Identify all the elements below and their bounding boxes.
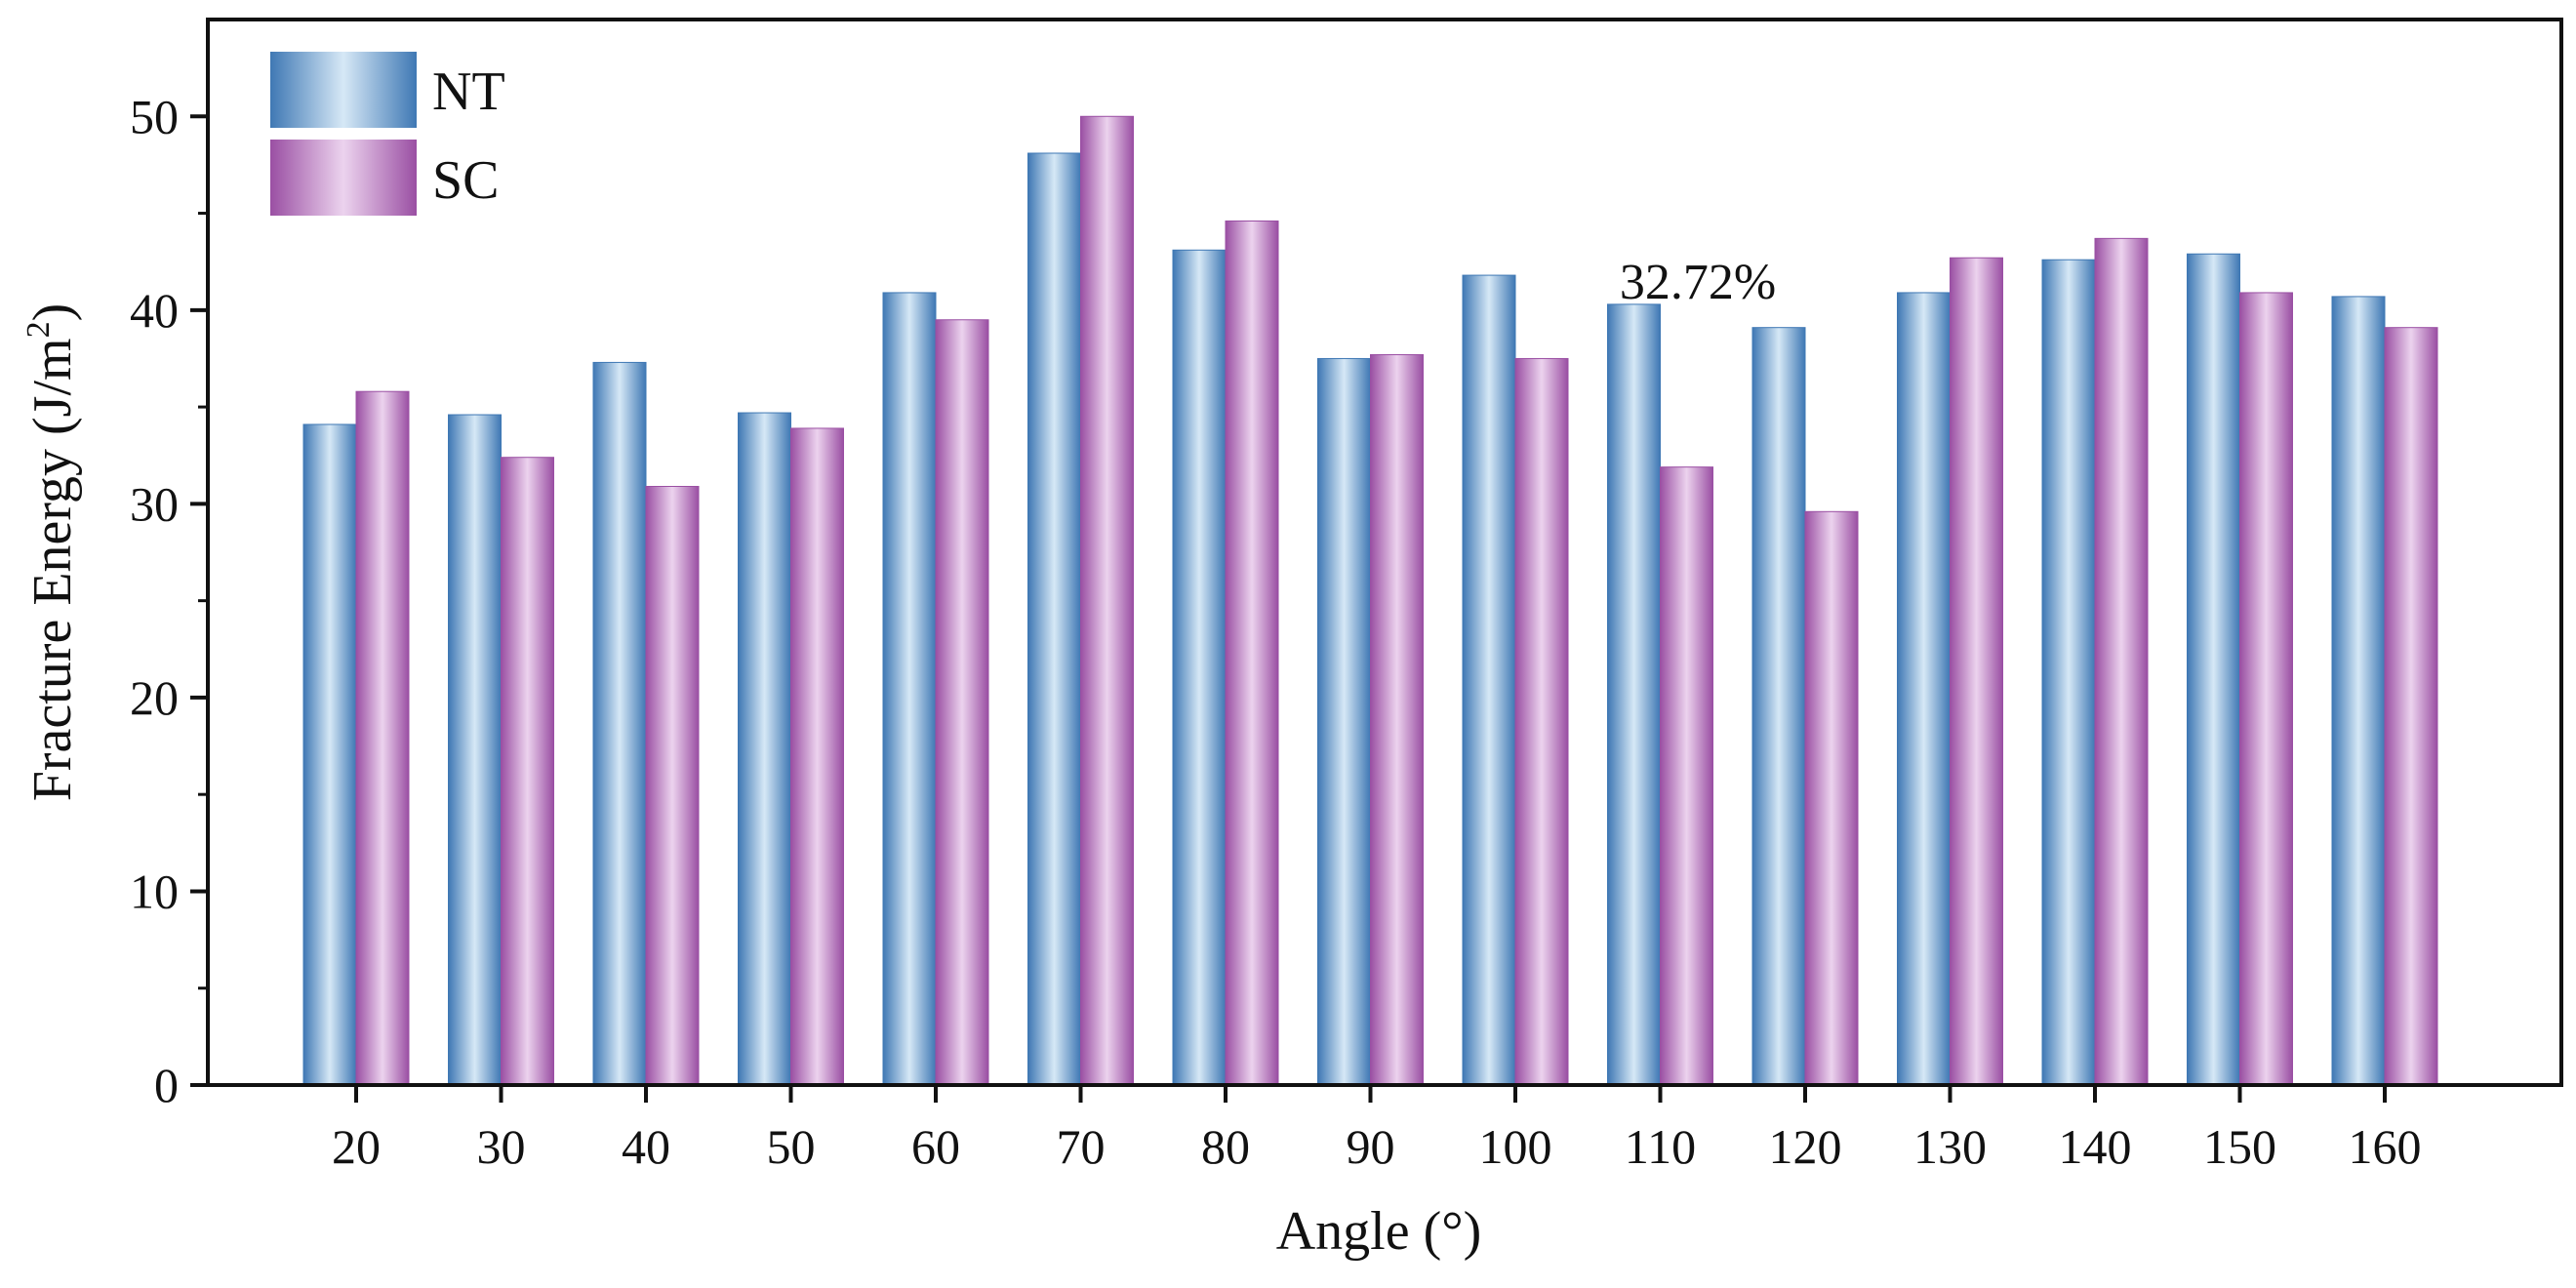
- bar-sc-70: [1080, 115, 1134, 1086]
- bar-sc-90: [1370, 353, 1424, 1086]
- y-axis-title-main: Fracture Energy (J/m: [22, 338, 83, 801]
- plot-frame: [206, 18, 2563, 1087]
- y-tick-label-0: 0: [154, 1058, 179, 1112]
- bar-nt-140: [2041, 259, 2096, 1086]
- bar-nt-90: [1317, 357, 1371, 1086]
- bar-nt-50: [738, 412, 791, 1086]
- x-tick-label-70: 70: [1057, 1119, 1106, 1174]
- x-tick-label-80: 80: [1201, 1119, 1250, 1174]
- y-axis-title-superscript: 2: [20, 321, 57, 338]
- bar-layer: [302, 115, 2438, 1086]
- bar-sc-60: [935, 319, 989, 1086]
- bar-nt-30: [448, 414, 502, 1086]
- y-axis-title-close: ): [22, 303, 83, 322]
- x-tick-label-90: 90: [1347, 1119, 1395, 1174]
- x-tick-label-160: 160: [2349, 1119, 2422, 1174]
- annotation-label: 32.72%: [1620, 255, 1776, 310]
- x-axis-title: Angle (°): [1276, 1201, 1482, 1262]
- x-tick-label-40: 40: [622, 1119, 670, 1174]
- bar-nt-70: [1027, 152, 1081, 1086]
- bar-sc-120: [1804, 510, 1859, 1086]
- x-tick-label-130: 130: [1913, 1119, 1987, 1174]
- bar-nt-80: [1172, 249, 1227, 1086]
- bar-nt-40: [592, 361, 647, 1086]
- legend-label-sc: SC: [432, 150, 500, 211]
- x-tick-label-50: 50: [767, 1119, 816, 1174]
- bar-sc-110: [1660, 466, 1713, 1086]
- x-tick-label-110: 110: [1625, 1119, 1696, 1174]
- y-tick-labels: 0 10 20 30 40 50: [130, 89, 179, 1112]
- x-tick-label-30: 30: [477, 1119, 526, 1174]
- y-tick-label-40: 40: [130, 283, 179, 338]
- bar-nt-20: [302, 423, 357, 1086]
- bar-sc-20: [355, 390, 410, 1086]
- bar-sc-30: [501, 457, 554, 1086]
- bar-nt-60: [882, 292, 937, 1086]
- bar-nt-100: [1462, 274, 1516, 1086]
- legend: NT SC: [270, 52, 505, 216]
- y-tick-label-50: 50: [130, 89, 179, 143]
- y-tick-label-20: 20: [130, 670, 179, 725]
- bar-nt-130: [1897, 292, 1951, 1086]
- bar-sc-140: [2094, 237, 2149, 1086]
- x-tick-label-140: 140: [2059, 1119, 2132, 1174]
- x-tick-label-20: 20: [332, 1119, 381, 1174]
- bar-sc-160: [2384, 327, 2438, 1086]
- bar-nt-150: [2187, 253, 2240, 1086]
- legend-swatch-nt: [270, 52, 417, 128]
- legend-swatch-sc: [270, 140, 417, 216]
- x-tick-label-100: 100: [1479, 1119, 1552, 1174]
- bar-nt-120: [1751, 327, 1806, 1086]
- legend-label-nt: NT: [432, 61, 505, 122]
- y-tick-label-10: 10: [130, 864, 179, 918]
- bar-sc-80: [1225, 220, 1279, 1086]
- bar-sc-50: [790, 427, 844, 1086]
- bar-sc-40: [645, 485, 700, 1086]
- bar-nt-160: [2331, 296, 2386, 1086]
- y-tick-label-30: 30: [130, 476, 179, 531]
- x-tick-label-150: 150: [2203, 1119, 2276, 1174]
- bar-sc-130: [1950, 257, 2003, 1086]
- axis-ticks: [190, 114, 2387, 1103]
- x-tick-label-120: 120: [1769, 1119, 1842, 1174]
- y-axis-title: Fracture Energy (J/m2): [20, 303, 83, 801]
- x-tick-label-60: 60: [911, 1119, 960, 1174]
- bar-sc-100: [1514, 357, 1569, 1086]
- bar-sc-150: [2239, 292, 2293, 1086]
- bar-nt-110: [1607, 303, 1661, 1086]
- x-tick-labels: 20 30 40 50 60 70 80 90 100 110 120 130 140 150 160: [332, 1119, 2422, 1174]
